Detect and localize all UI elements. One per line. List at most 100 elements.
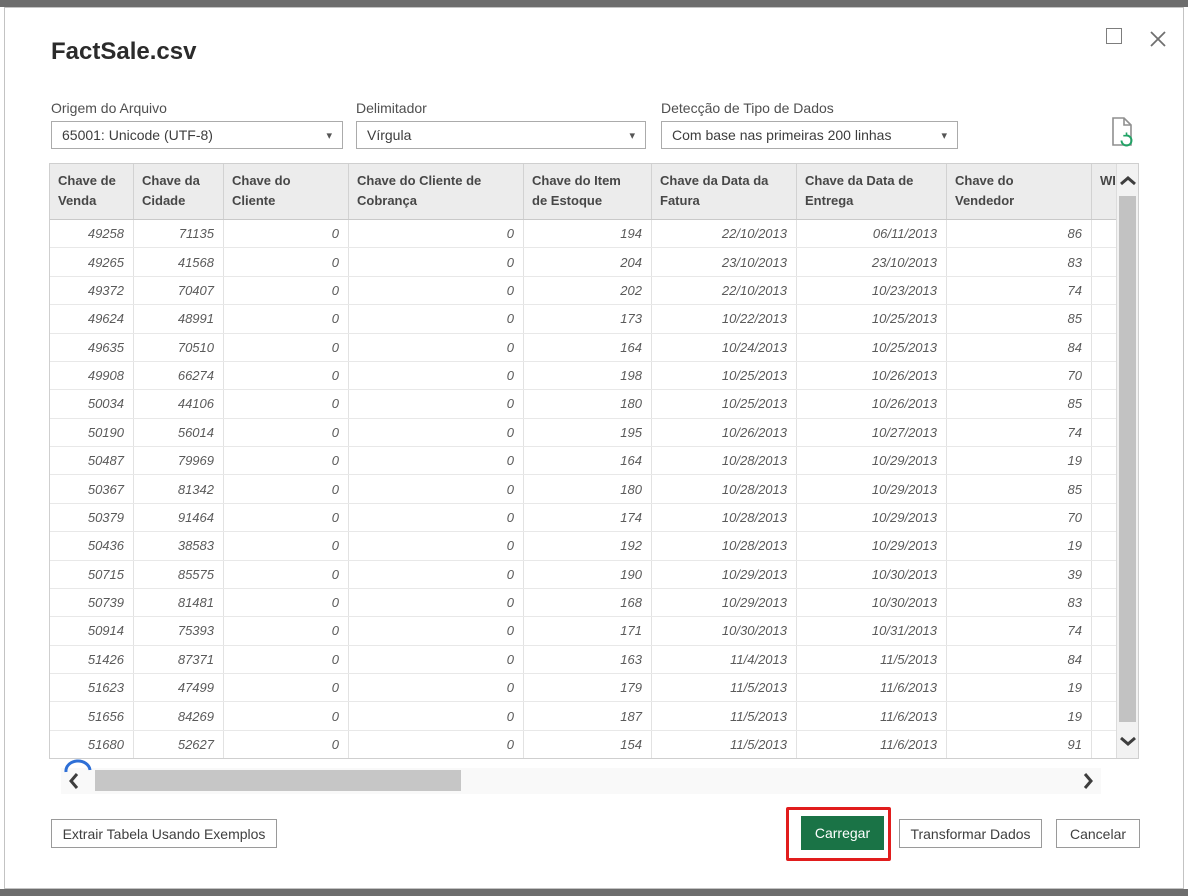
table-cell: 49265 (50, 248, 134, 276)
table-cell: 0 (349, 532, 524, 560)
table-cell: 11/4/2013 (652, 645, 797, 673)
table-cell: 47499 (134, 674, 224, 702)
extract-table-examples-button[interactable]: Extrair Tabela Usando Exemplos (51, 819, 277, 848)
table-cell: 0 (349, 333, 524, 361)
table-cell: 10/26/2013 (797, 390, 947, 418)
table-row[interactable]: 50190 56014 0 0 195 10/26/2013 10/27/2013 74 (50, 418, 1138, 447)
table-row[interactable]: 49635 70510 0 0 164 10/24/2013 10/25/2013 84 (50, 333, 1138, 362)
table-cell: 83 (947, 588, 1092, 617)
column-header[interactable]: Chave da Data de Entrega (797, 164, 947, 219)
table-cell: 70 (947, 361, 1092, 390)
table-cell: 74 (947, 617, 1092, 645)
scroll-left-button[interactable] (63, 768, 85, 794)
file-origin-select[interactable]: 65001: Unicode (UTF-8) ▾ (51, 121, 343, 149)
table-cell: 51623 (50, 674, 134, 702)
table-cell: 190 (524, 560, 652, 588)
table-row[interactable]: 50034 44106 0 0 180 10/25/2013 10/26/2013 85 (50, 390, 1138, 419)
table-cell: 0 (349, 674, 524, 702)
cancel-button[interactable]: Cancelar (1056, 819, 1140, 848)
scroll-up-button[interactable] (1117, 166, 1138, 196)
table-cell: 19 (947, 447, 1092, 475)
table-cell: 10/28/2013 (652, 532, 797, 560)
column-header[interactable]: Chave da Cidade (134, 164, 224, 219)
table-cell: 70407 (134, 276, 224, 305)
table-cell: 10/25/2013 (797, 333, 947, 361)
table-cell: 0 (224, 220, 349, 248)
scroll-down-button[interactable] (1117, 726, 1138, 756)
table-cell: 19 (947, 702, 1092, 730)
column-header[interactable]: Chave do Vendedor (947, 164, 1092, 219)
table-row[interactable]: 49908 66274 0 0 198 10/25/2013 10/26/2013 70 (50, 361, 1138, 391)
table-cell: 171 (524, 617, 652, 645)
column-header[interactable]: WI (1100, 173, 1116, 188)
maximize-icon[interactable] (1106, 28, 1122, 44)
table-cell: 10/31/2013 (797, 617, 947, 645)
column-header[interactable]: Chave da Data da Fatura (652, 164, 797, 219)
table-cell: 11/5/2013 (652, 702, 797, 730)
table-row[interactable]: 51656 84269 0 0 187 11/5/2013 11/6/2013 19 (50, 702, 1138, 731)
table-cell: 38583 (134, 532, 224, 560)
table-row[interactable]: 50436 38583 0 0 192 10/28/2013 10/29/2013 19 (50, 532, 1138, 561)
table-cell: 06/11/2013 (797, 220, 947, 248)
table-cell: 84 (947, 645, 1092, 673)
table-cell: 0 (224, 418, 349, 446)
table-row[interactable]: 51623 47499 0 0 179 11/5/2013 11/6/2013 19 (50, 674, 1138, 703)
column-header[interactable]: Chave do Cliente de Cobrança (349, 164, 524, 219)
table-row[interactable]: 50739 81481 0 0 168 10/29/2013 10/30/2013 83 (50, 588, 1138, 618)
table-cell: 39 (947, 560, 1092, 588)
table-cell: 0 (349, 730, 524, 759)
table-row[interactable]: 49624 48991 0 0 173 10/22/2013 10/25/2013 85 (50, 305, 1138, 334)
table-cell: 10/26/2013 (797, 361, 947, 390)
table-cell: 83 (947, 248, 1092, 276)
table-cell: 187 (524, 702, 652, 730)
table-cell: 41568 (134, 248, 224, 276)
table-cell: 163 (524, 645, 652, 673)
close-icon[interactable] (1147, 28, 1169, 50)
transform-data-button[interactable]: Transformar Dados (899, 819, 1042, 848)
table-cell: 11/5/2013 (652, 730, 797, 759)
table-cell: 0 (349, 248, 524, 276)
scroll-right-button[interactable] (1077, 768, 1099, 794)
table-row[interactable]: 51426 87371 0 0 163 11/4/2013 11/5/2013 84 (50, 645, 1138, 674)
table-cell: 0 (349, 588, 524, 617)
column-header[interactable]: Chave de Venda (50, 164, 134, 219)
table-cell: 164 (524, 333, 652, 361)
table-cell: 91 (947, 730, 1092, 759)
delimiter-select[interactable]: Vírgula ▾ (356, 121, 646, 149)
table-cell: 50914 (50, 617, 134, 645)
table-cell: 86 (947, 220, 1092, 248)
table-cell: 44106 (134, 390, 224, 418)
table-cell: 70 (947, 503, 1092, 532)
refresh-preview-icon[interactable] (1109, 116, 1135, 148)
table-row[interactable]: 49265 41568 0 0 204 23/10/2013 23/10/2013 83 (50, 248, 1138, 277)
column-header[interactable]: Chave do Cliente (224, 164, 349, 219)
table-cell: 0 (224, 730, 349, 759)
table-cell: 194 (524, 220, 652, 248)
table-row[interactable]: 50715 85575 0 0 190 10/29/2013 10/30/2013 39 (50, 560, 1138, 589)
table-cell: 0 (224, 475, 349, 503)
table-row[interactable]: 50367 81342 0 0 180 10/28/2013 10/29/2013 85 (50, 475, 1138, 504)
delimiter-label: Delimitador (356, 100, 427, 116)
table-cell: 81342 (134, 475, 224, 503)
table-cell: 85 (947, 390, 1092, 418)
table-row[interactable]: 50379 91464 0 0 174 10/28/2013 10/29/2013 70 (50, 503, 1138, 533)
background-window-strip-bottom (0, 889, 1188, 896)
column-header[interactable]: Chave do Item de Estoque (524, 164, 652, 219)
table-cell: 10/29/2013 (797, 475, 947, 503)
horizontal-scrollbar[interactable] (61, 759, 1101, 794)
table-row[interactable]: 51680 52627 0 0 154 11/5/2013 11/6/2013 91 (50, 730, 1138, 759)
table-cell: 48991 (134, 305, 224, 333)
table-cell: 11/5/2013 (652, 674, 797, 702)
vertical-scrollbar-thumb[interactable] (1119, 196, 1136, 722)
table-row[interactable]: 49258 71135 0 0 194 22/10/2013 06/11/2013 86 (50, 220, 1138, 249)
table-row[interactable]: 50487 79969 0 0 164 10/28/2013 10/29/2013 19 (50, 447, 1138, 476)
vertical-scrollbar[interactable] (1116, 164, 1138, 758)
load-button[interactable]: Carregar (801, 816, 884, 850)
table-row[interactable]: 50914 75393 0 0 171 10/30/2013 10/31/2013 74 (50, 617, 1138, 646)
table-row[interactable]: 49372 70407 0 0 202 22/10/2013 10/23/2013 74 (50, 276, 1138, 306)
type-detection-select[interactable]: Com base nas primeiras 200 linhas ▾ (661, 121, 958, 149)
horizontal-scrollbar-thumb[interactable] (95, 770, 461, 791)
table-cell: 192 (524, 532, 652, 560)
chevron-down-icon (1119, 736, 1136, 746)
table-cell: 180 (524, 390, 652, 418)
